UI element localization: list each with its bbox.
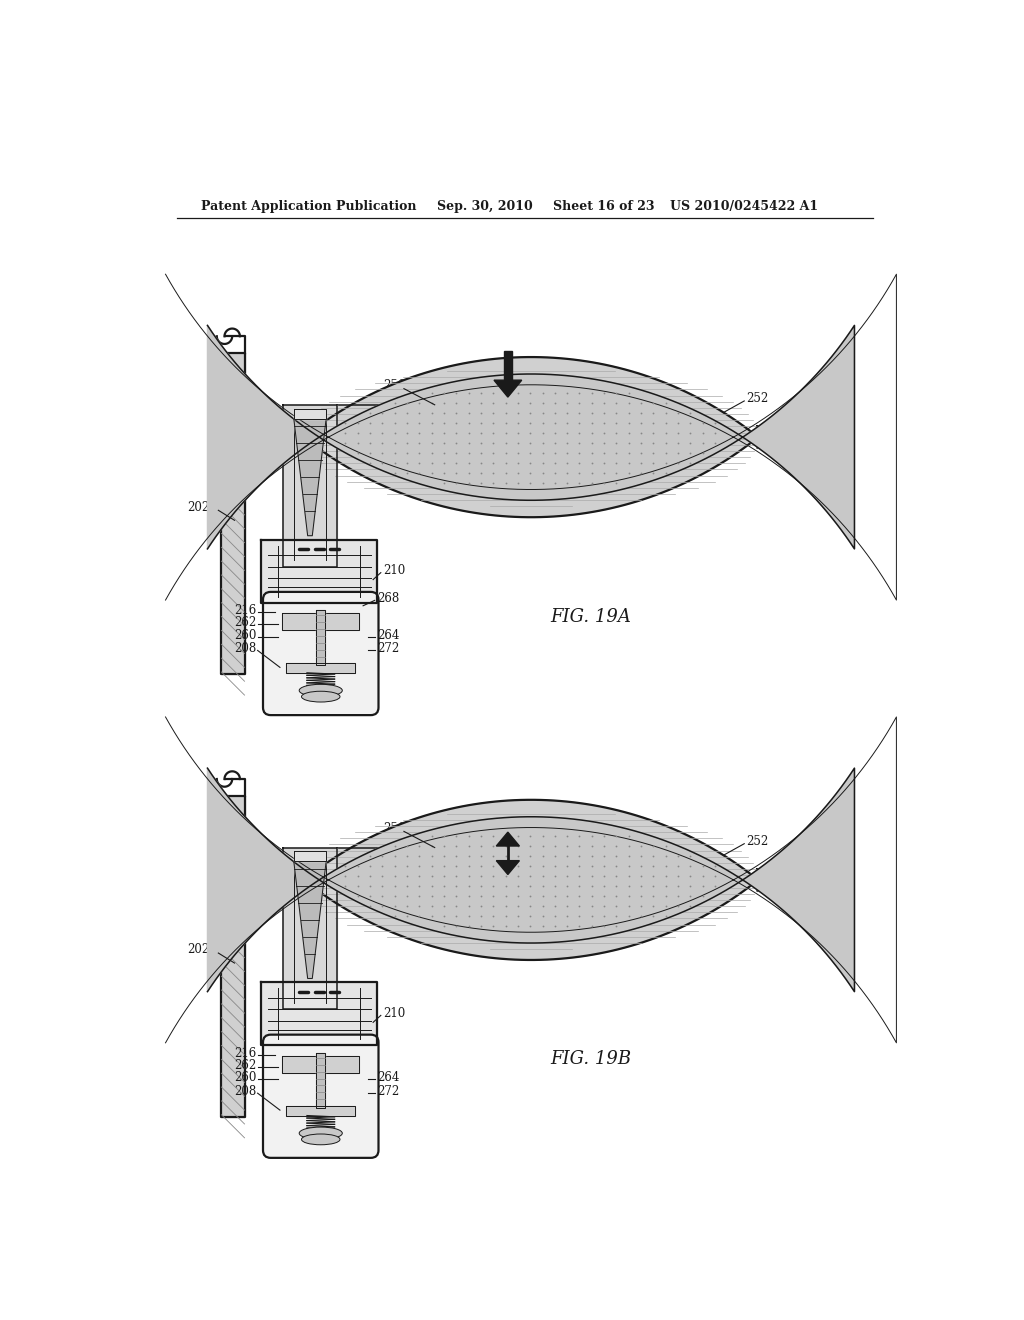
Polygon shape <box>294 851 326 862</box>
Polygon shape <box>249 800 813 960</box>
Ellipse shape <box>299 684 342 697</box>
Text: 216: 216 <box>233 1047 256 1060</box>
Polygon shape <box>221 796 245 1117</box>
Polygon shape <box>337 405 547 440</box>
Text: FIG. 19B: FIG. 19B <box>550 1051 632 1068</box>
Text: 202a: 202a <box>187 944 217 957</box>
Text: 256: 256 <box>383 379 406 392</box>
Text: 208: 208 <box>233 643 256 656</box>
Ellipse shape <box>301 692 340 702</box>
Polygon shape <box>283 614 359 631</box>
Polygon shape <box>757 426 804 447</box>
Text: 202a: 202a <box>187 500 217 513</box>
Text: 252: 252 <box>746 834 769 847</box>
Text: 210: 210 <box>383 1007 406 1019</box>
Ellipse shape <box>299 1127 342 1139</box>
Text: 264: 264 <box>377 628 399 642</box>
Polygon shape <box>316 610 326 665</box>
Text: 260: 260 <box>233 628 256 642</box>
Polygon shape <box>261 982 377 1045</box>
Polygon shape <box>286 1106 355 1115</box>
Polygon shape <box>497 832 519 846</box>
Text: 262: 262 <box>233 1059 256 1072</box>
Polygon shape <box>283 847 337 1010</box>
Text: Sheet 16 of 23: Sheet 16 of 23 <box>553 199 654 213</box>
Text: 216: 216 <box>233 603 256 616</box>
Polygon shape <box>294 409 326 418</box>
Polygon shape <box>316 1053 326 1107</box>
Polygon shape <box>283 1056 359 1073</box>
Polygon shape <box>208 768 854 991</box>
Polygon shape <box>497 861 519 874</box>
Ellipse shape <box>301 1134 340 1144</box>
Polygon shape <box>757 869 804 891</box>
Text: 254: 254 <box>301 883 324 896</box>
Text: 262: 262 <box>233 616 256 630</box>
Text: 254: 254 <box>301 441 324 454</box>
Text: 256: 256 <box>383 822 406 834</box>
Text: 272: 272 <box>377 643 399 656</box>
Text: 264: 264 <box>377 1072 399 1084</box>
Text: 208: 208 <box>233 1085 256 1098</box>
Polygon shape <box>494 380 521 397</box>
Text: 268: 268 <box>377 591 399 605</box>
Polygon shape <box>221 354 245 675</box>
Text: 210: 210 <box>383 564 406 577</box>
Polygon shape <box>337 847 547 882</box>
Text: 272: 272 <box>377 1085 399 1098</box>
Text: Sep. 30, 2010: Sep. 30, 2010 <box>437 199 532 213</box>
Polygon shape <box>504 351 512 380</box>
Text: FIG. 19A: FIG. 19A <box>550 607 631 626</box>
Polygon shape <box>294 418 326 536</box>
Polygon shape <box>261 540 377 603</box>
Polygon shape <box>208 326 854 549</box>
Text: US 2010/0245422 A1: US 2010/0245422 A1 <box>670 199 818 213</box>
Text: 260: 260 <box>233 1072 256 1084</box>
Polygon shape <box>283 405 337 566</box>
FancyBboxPatch shape <box>263 591 379 715</box>
Polygon shape <box>294 862 326 978</box>
Polygon shape <box>249 358 813 517</box>
Polygon shape <box>286 663 355 673</box>
FancyBboxPatch shape <box>263 1035 379 1158</box>
Text: Patent Application Publication: Patent Application Publication <box>202 199 417 213</box>
Text: 252: 252 <box>746 392 769 405</box>
